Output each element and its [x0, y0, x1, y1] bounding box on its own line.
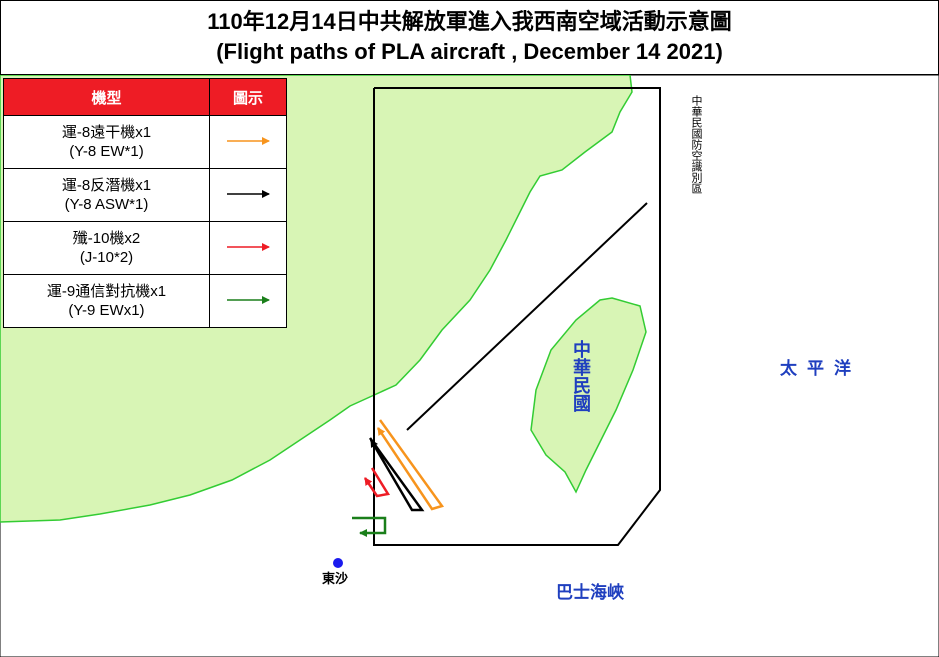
legend-aircraft: 殲-10機x2 (J-10*2)	[3, 221, 210, 275]
flight-path	[376, 419, 445, 511]
dongsha-dot	[333, 558, 343, 568]
legend-arrow	[227, 189, 270, 198]
dongsha-label: 東沙	[322, 571, 349, 586]
aircraft-name: 運-8遠干機x1	[61, 124, 152, 141]
legend-arrow	[227, 295, 270, 304]
legend-aircraft: 運-9通信對抗機x1 (Y-9 EWx1)	[3, 274, 210, 328]
adiz-line	[406, 202, 648, 431]
flight-path	[363, 467, 391, 498]
taiwan-label: 中華民國	[571, 340, 591, 412]
legend-aircraft: 運-8遠干機x1 (Y-8 EW*1)	[3, 115, 210, 169]
legend-symbol	[209, 168, 287, 222]
aircraft-name: 殲-10機x2	[72, 230, 141, 247]
aircraft-name: (Y-9 EWx1)	[68, 302, 145, 319]
legend-header: 圖示	[209, 78, 287, 116]
flight-path	[368, 437, 425, 512]
adiz-boundary	[373, 87, 661, 546]
title-zh: 110年12月14日中共解放軍進入我西南空域活動示意圖	[207, 9, 732, 34]
legend-header: 機型	[3, 78, 210, 116]
aircraft-name: (Y-8 ASW*1)	[64, 196, 149, 213]
taiwan-island	[530, 297, 647, 494]
pacific-label: 太平洋	[780, 359, 861, 378]
legend: 機型 圖示 運-8遠干機x1 (Y-8 EW*1) 運-8反潛機x1 (Y-8 ASW*…	[3, 78, 287, 328]
legend-arrow	[227, 242, 270, 251]
legend-symbol	[209, 274, 287, 328]
legend-symbol	[209, 221, 287, 275]
aircraft-name: 運-9通信對抗機x1	[46, 283, 167, 300]
aircraft-name: (Y-8 EW*1)	[69, 143, 144, 160]
legend-symbol	[209, 115, 287, 169]
flight-path	[352, 516, 387, 537]
bashi-label: 巴士海峽	[556, 583, 624, 602]
aircraft-name: (J-10*2)	[79, 249, 134, 266]
legend-arrow	[227, 136, 270, 145]
header: 110年12月14日中共解放軍進入我西南空域活動示意圖 (Flight path…	[0, 0, 939, 75]
adiz-label: 中華民國防空識別區	[690, 95, 702, 194]
title-en: (Flight paths of PLA aircraft , December…	[216, 39, 723, 64]
legend-aircraft: 運-8反潛機x1 (Y-8 ASW*1)	[3, 168, 210, 222]
aircraft-name: 運-8反潛機x1	[61, 177, 152, 194]
